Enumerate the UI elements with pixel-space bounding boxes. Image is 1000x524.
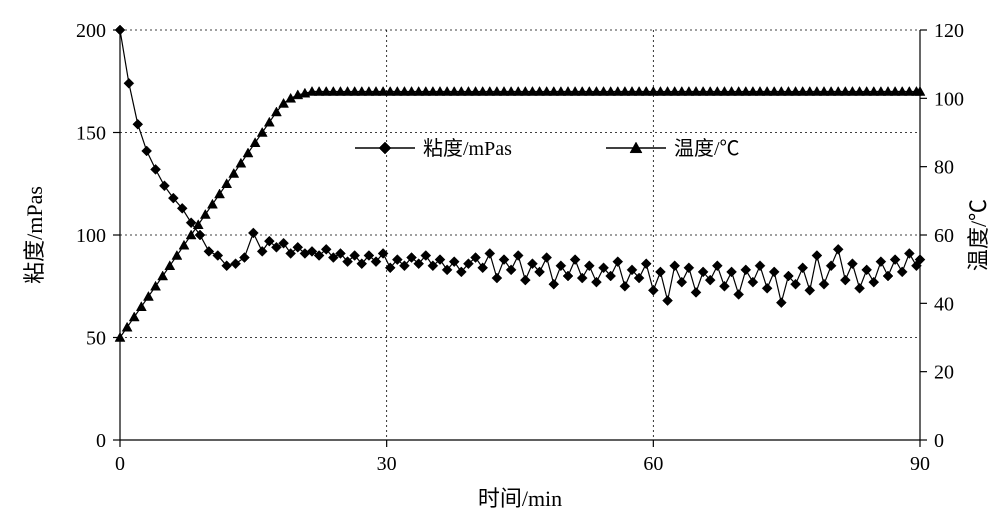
x-tick-label: 60 (643, 453, 663, 475)
y-right-axis-label: 温度/℃ (966, 199, 991, 271)
legend-label: 温度/℃ (674, 137, 740, 160)
y-left-tick-label: 150 (76, 123, 106, 145)
dual-axis-chart: 0306090050100150200020406080100120时间/min… (0, 0, 1000, 524)
y-right-tick-label: 100 (934, 88, 964, 110)
y-right-tick-label: 20 (934, 362, 954, 384)
y-left-tick-label: 0 (96, 430, 106, 452)
x-tick-label: 0 (115, 453, 125, 475)
y-right-tick-label: 60 (934, 225, 954, 247)
x-tick-label: 90 (910, 453, 930, 475)
y-left-tick-label: 200 (76, 20, 106, 42)
chart-container: 0306090050100150200020406080100120时间/min… (0, 0, 1000, 524)
y-right-tick-label: 0 (934, 430, 944, 452)
x-axis-label: 时间/min (478, 486, 562, 511)
x-tick-label: 30 (377, 453, 397, 475)
y-right-tick-label: 120 (934, 20, 964, 42)
y-right-tick-label: 40 (934, 293, 954, 315)
y-left-axis-label: 粘度/mPas (22, 186, 47, 284)
y-left-tick-label: 50 (86, 328, 106, 350)
y-right-tick-label: 80 (934, 157, 954, 179)
y-left-tick-label: 100 (76, 225, 106, 247)
legend-label: 粘度/mPas (423, 137, 512, 160)
